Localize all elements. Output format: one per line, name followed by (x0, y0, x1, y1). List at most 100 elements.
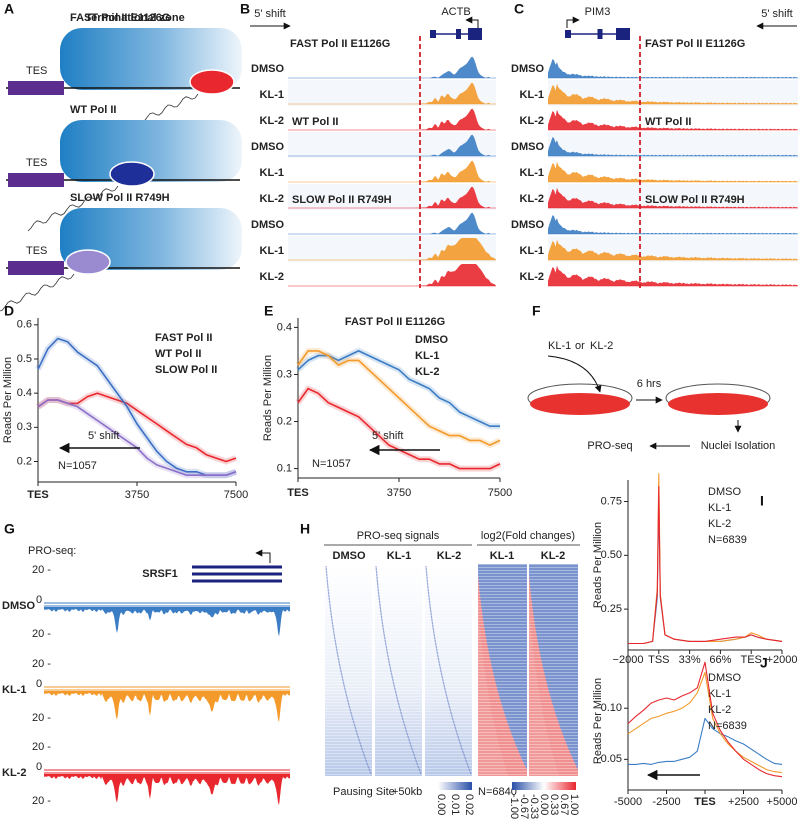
series-line (628, 717, 783, 765)
scale-label: 20 - (32, 658, 51, 670)
exon (616, 28, 630, 40)
series-line (297, 350, 500, 427)
x-tick-label: 66% (709, 654, 731, 666)
tss-arrow (255, 549, 271, 563)
exon (430, 30, 436, 38)
row-label: KL-1 (520, 167, 544, 179)
panel-letter: C (514, 1, 524, 17)
panel-letter: E (264, 303, 273, 319)
coverage-track (548, 109, 798, 130)
y-tick-label: 0.3 (17, 421, 32, 433)
x-tick-label: 33% (679, 654, 701, 666)
y-tick-label: 0.2 (17, 455, 32, 467)
group-label: SLOW Pol II R749H (645, 194, 745, 206)
colorbar-label: 0.02 (463, 794, 475, 815)
y-axis-label: Reads Per Million (262, 355, 274, 441)
track-background (548, 132, 798, 158)
polymerase (189, 69, 235, 95)
coverage-track (288, 238, 496, 260)
row-label: KL-1 (520, 245, 544, 257)
group-label: SLOW Pol II R749H (292, 194, 392, 206)
termination-zone (60, 120, 242, 182)
polymerase (109, 161, 155, 187)
exon (456, 29, 461, 39)
coverage-track (288, 56, 496, 78)
scale-label: 20 - (32, 712, 51, 724)
panel-title: Terminational zone (85, 12, 184, 24)
gene-name: ACTB (441, 6, 470, 18)
heatmap-texture (325, 564, 372, 776)
panel-letter: I (760, 493, 764, 509)
coverage-track (548, 187, 798, 208)
column-label: DMSO (333, 550, 366, 562)
colorbar-label: 0.33 (548, 794, 560, 815)
row-label: KL-2 (260, 115, 284, 127)
incubation-time: 6 hrs (637, 378, 662, 390)
legend-entry: KL-1 (415, 350, 439, 362)
scale-label: 20 - (32, 741, 51, 753)
polymerase-label: SLOW Pol II R749H (70, 192, 170, 204)
y-tick-label: 0.3 (277, 368, 292, 380)
panel-letter: H (300, 521, 310, 537)
row-label: KL-2 (520, 271, 544, 283)
series-line (628, 500, 783, 645)
tss-arrow (566, 16, 580, 28)
series-line (37, 337, 237, 476)
legend-entry: SLOW Pol II (155, 364, 217, 376)
y-tick-label: 0.25 (601, 603, 622, 615)
x-tick-label: TES (287, 487, 308, 499)
legend-entry: KL-2 (708, 704, 731, 716)
y-tick-label: 0.1 (277, 462, 292, 474)
x-tick-label: TSS (648, 654, 669, 666)
panel-letter: G (4, 521, 15, 537)
dish (530, 393, 630, 415)
legend-entry: DMSO (708, 672, 741, 684)
coverage-track (548, 215, 798, 234)
coverage-track (288, 186, 496, 208)
series-line (628, 472, 783, 645)
column-label: KL-1 (490, 550, 514, 562)
x-tick-label: 3750 (125, 489, 149, 501)
column-label: KL-2 (541, 550, 565, 562)
annotation: N=1057 (58, 460, 97, 472)
panel-letter: F (532, 303, 541, 319)
annotation: N=6839 (708, 534, 747, 546)
track-label: KL-2 (2, 767, 26, 779)
series-line (37, 392, 237, 463)
polymerase-label: FAST Pol II E1126G (70, 12, 170, 24)
series-line (297, 350, 501, 446)
row-label: DMSO (511, 63, 544, 75)
coverage-track (288, 82, 496, 104)
heatmap-texture (425, 564, 472, 776)
axis-label: Pausing Site (333, 786, 395, 798)
colorbar-label: 0.00 (435, 794, 447, 815)
panel-letter: J (760, 655, 768, 671)
row-label: DMSO (251, 141, 284, 153)
coverage-track (548, 161, 798, 182)
track-label: KL-1 (2, 684, 26, 696)
minus-strand-coverage (44, 607, 290, 637)
gene-end (8, 261, 64, 275)
gene-end (8, 81, 64, 95)
y-tick-label: 0.50 (601, 549, 622, 561)
heatmap-texture (478, 564, 527, 776)
x-tick-label: TES (694, 796, 715, 808)
track-background (548, 54, 798, 80)
exon (597, 29, 603, 39)
colorbar-label: -0.67 (518, 794, 530, 819)
series-line (627, 661, 783, 778)
tes-label: TES (26, 245, 47, 257)
count-label: N=6840 (478, 786, 517, 798)
legend-entry: KL-2 (415, 366, 439, 378)
colorbar-label: -1.00 (508, 794, 520, 819)
colorbar-label: 0.00 (538, 794, 550, 815)
row-label: KL-1 (260, 167, 284, 179)
step-label: Nuclei Isolation (701, 440, 776, 452)
series-line (627, 671, 783, 774)
series-line (628, 485, 783, 645)
scale-label: 20 - (32, 564, 51, 576)
column-label: KL-1 (387, 550, 411, 562)
shift-label: 5' shift (254, 8, 285, 20)
annotation: N=6839 (708, 720, 747, 732)
